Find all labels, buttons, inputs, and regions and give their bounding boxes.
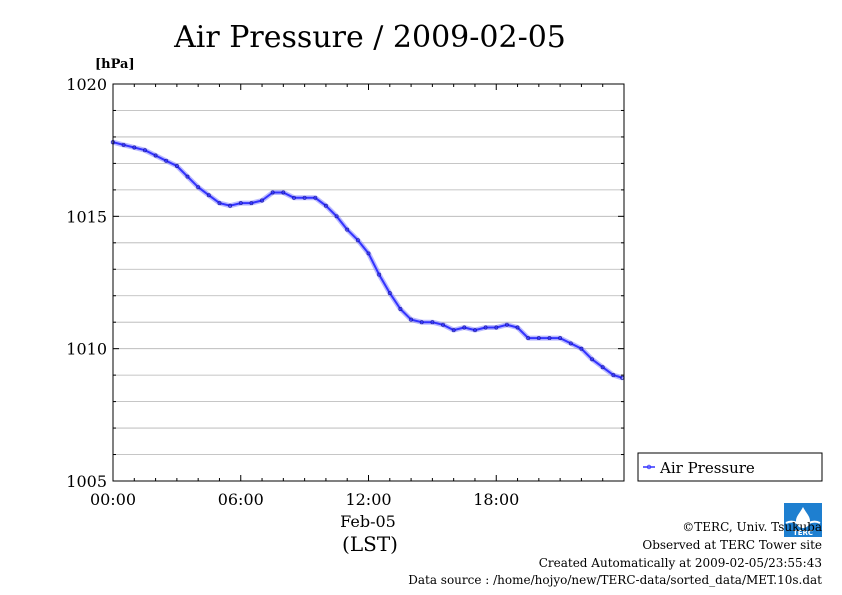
data-point [558,336,563,341]
data-point [473,328,477,333]
legend: Air Pressure [637,452,823,482]
observed-site-text: Observed at TERC Tower site [642,538,822,552]
data-point [153,153,158,158]
data-point [515,325,520,330]
data-point [494,325,499,330]
data-point [377,272,382,277]
data-point [302,195,307,200]
y-tick-label: 1005 [66,472,107,491]
data-point [132,145,137,150]
x-tick-labels: 00:00 06:00 12:00 18:00 [90,490,519,509]
x-tick-label: 06:00 [218,490,264,509]
y-tick-label: 1020 [66,75,107,94]
data-point [164,158,169,163]
data-point [611,373,616,378]
series-line [112,141,623,379]
data-point [323,203,328,208]
data-point [579,346,584,351]
data-point [387,291,392,296]
data-point [260,198,264,203]
data-point [568,341,573,346]
legend-box [637,452,823,482]
data-point [355,238,360,243]
data-point [121,142,126,147]
data-point [451,328,456,333]
data-point [409,317,414,322]
legend-series-label: Air Pressure [659,459,755,477]
axis-ticks [112,83,625,482]
y-tick-label: 1015 [66,207,107,226]
y-tick-label: 1010 [66,340,107,359]
terc-logo: TERC [784,503,822,537]
data-source-text: Data source : /home/hojyo/new/TERC-data/… [408,573,822,587]
data-point [185,174,190,179]
data-point [441,322,445,327]
data-point [547,336,552,341]
series-layer [110,139,625,381]
data-point [483,325,488,330]
data-point [313,195,318,200]
chart-title: Air Pressure / 2009-02-05 [173,20,566,55]
data-point [196,185,201,190]
data-point [217,201,222,206]
x-axis-timezone-label: (LST) [342,532,398,556]
terc-logo-text: TERC [793,529,813,537]
data-point [142,148,147,153]
data-point [345,227,350,232]
x-axis-date-label: Feb-05 [340,512,396,531]
x-tick-label: 18:00 [473,490,519,509]
plot-frame [112,83,625,482]
data-point [270,190,275,195]
legend-marker-sample [646,464,652,470]
data-point [228,203,233,208]
data-point [398,307,403,311]
data-point [536,336,541,341]
data-point [526,336,531,341]
x-tick-label: 12:00 [345,490,391,509]
created-timestamp-text: Created Automatically at 2009-02-05/23:5… [538,556,822,570]
data-point [206,193,211,198]
data-point [504,322,509,327]
data-point [366,251,371,256]
y-tick-labels: 1005 1010 1015 1020 [66,75,107,491]
data-point [292,195,296,200]
data-point [281,190,286,195]
data-point [430,320,435,325]
data-point [590,357,595,362]
x-tick-label: 00:00 [90,490,136,509]
data-point [600,365,605,370]
data-point [419,320,424,325]
y-axis-unit-label: [hPa] [95,57,135,72]
data-point [334,214,339,219]
data-point [174,164,179,168]
grid-lines [113,110,624,455]
copyright-text: ©TERC, Univ. Tsukuba [682,520,822,534]
data-point [249,201,254,206]
data-point [462,325,467,330]
data-point [238,201,243,206]
